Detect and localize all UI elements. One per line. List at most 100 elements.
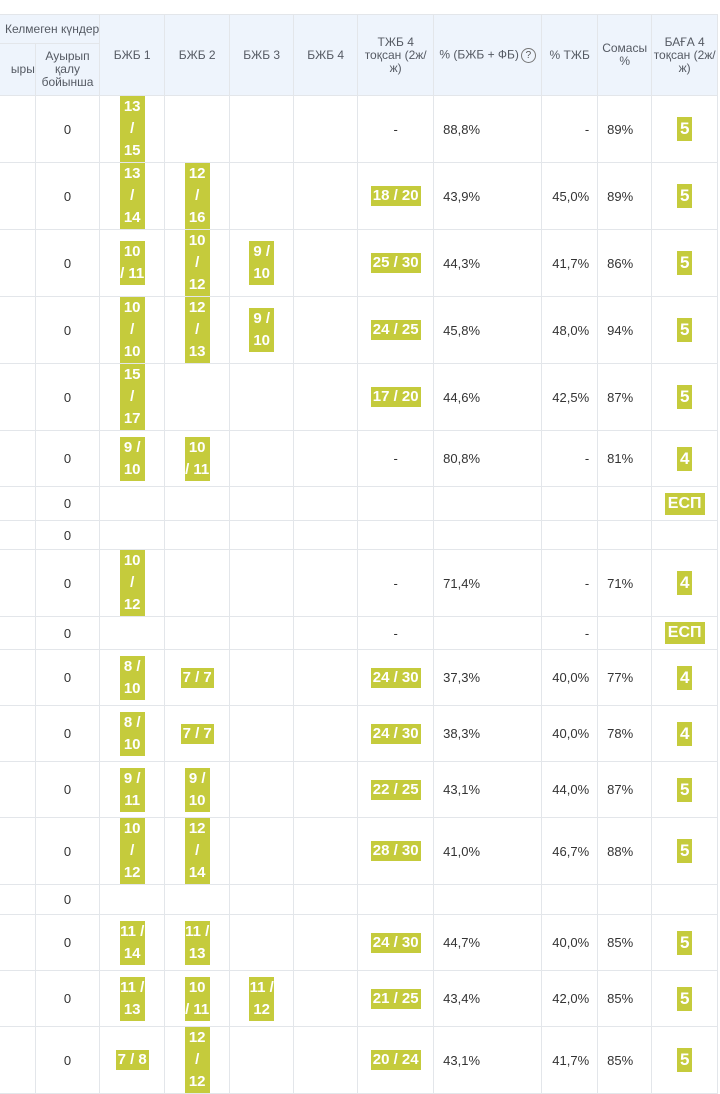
score-badge: 24 / 30 — [370, 932, 421, 953]
cell-pt: 40,0% — [541, 914, 599, 971]
score-badge: 11 / 12 — [249, 976, 275, 1021]
cell-text: - — [393, 121, 398, 137]
score-badge: 11 / 13 — [184, 920, 210, 965]
cell-grade — [651, 520, 719, 550]
grade-badge: 4 — [676, 721, 693, 746]
cell-text: 45,0% — [552, 188, 590, 204]
cell-pf: 43,1% — [433, 1026, 543, 1094]
cell-sum: 85% — [597, 914, 653, 971]
cell-b4 — [293, 970, 359, 1027]
cell-text: 42,0% — [552, 991, 590, 1006]
cell-sum: 77% — [597, 649, 653, 706]
cell-b4 — [293, 884, 359, 915]
cell-b3 — [229, 549, 295, 617]
cell-sick: 0 — [34, 914, 101, 971]
cell-b1: 10 / 11 — [99, 229, 166, 297]
row-reason-cell — [0, 705, 36, 762]
row-reason-cell — [0, 229, 36, 297]
score-badge: 12 / 14 — [184, 818, 210, 884]
score-badge: 21 / 25 — [370, 988, 421, 1009]
cell-b1: 8 / 10 — [99, 705, 166, 762]
grade-badge: ЕСП — [664, 492, 705, 515]
cell-text: - — [584, 451, 590, 466]
cell-b1: 13 / 15 — [99, 95, 166, 163]
cell-text: 40,0% — [552, 726, 590, 741]
table-row: 0 15 / 17 17 / 20 44,6% 42,5% 87% 5 — [0, 363, 719, 431]
table-row: 0 9 / 10 10 / 11 - 80,8% - 81% 4 — [0, 430, 719, 487]
cell-tzhb: 25 / 30 — [357, 229, 435, 297]
col-header-grade: БАҒА 4 тоқсан (2ж/ж) — [651, 14, 719, 96]
score-badge: 9 / 10 — [249, 241, 275, 285]
cell-text: 0 — [63, 625, 72, 641]
cell-pf: 71,4% — [433, 549, 543, 617]
cell-b3 — [229, 430, 295, 487]
cell-text: 41,0% — [443, 843, 481, 859]
cell-text: 44,6% — [443, 389, 481, 405]
score-badge: 28 / 30 — [370, 841, 421, 861]
row-reason-cell — [0, 95, 36, 163]
cell-pf: 37,3% — [433, 649, 543, 706]
cell-b4 — [293, 486, 359, 521]
cell-pt — [541, 884, 599, 915]
cell-text: 0 — [63, 255, 72, 271]
cell-pf — [433, 884, 543, 915]
cell-b2: 12 / 12 — [164, 1026, 231, 1094]
cell-b3 — [229, 914, 295, 971]
cell-pf: 43,9% — [433, 162, 543, 230]
cell-b2 — [164, 549, 231, 617]
cell-b1: 15 / 17 — [99, 363, 166, 431]
cell-tzhb: - — [357, 616, 435, 650]
cell-text: 44,0% — [552, 782, 590, 797]
cell-b4 — [293, 296, 359, 364]
cell-text: - — [584, 121, 590, 137]
cell-tzhb — [357, 486, 435, 521]
cell-text: 85% — [607, 991, 634, 1006]
cell-text: 80,8% — [443, 451, 481, 466]
help-icon[interactable]: ? — [520, 47, 536, 63]
cell-sick: 0 — [34, 616, 101, 650]
row-reason-cell — [0, 162, 36, 230]
grade-badge: 5 — [676, 930, 693, 955]
cell-pf: 43,4% — [433, 970, 543, 1027]
cell-pf: 43,1% — [433, 761, 543, 818]
cell-text: 85% — [607, 935, 634, 950]
cell-tzhb: 24 / 30 — [357, 914, 435, 971]
cell-b3: 9 / 10 — [229, 229, 295, 297]
cell-b4 — [293, 1026, 359, 1094]
cell-pf: 88,8% — [433, 95, 543, 163]
cell-b4 — [293, 162, 359, 230]
score-badge: 9 / 10 — [249, 308, 275, 352]
cell-text: - — [393, 625, 398, 641]
row-reason-cell — [0, 817, 36, 885]
cell-b1: 9 / 11 — [99, 761, 166, 818]
cell-pt — [541, 486, 599, 521]
cell-pf: 44,6% — [433, 363, 543, 431]
cell-b4 — [293, 914, 359, 971]
cell-text: 43,1% — [443, 1052, 481, 1068]
missed-days-group-header: Келмеген күндер — [0, 14, 101, 44]
cell-b3 — [229, 705, 295, 762]
cell-text: 0 — [63, 843, 72, 859]
cell-tzhb: 24 / 25 — [357, 296, 435, 364]
grade-badge: 5 — [676, 251, 693, 275]
grade-badge: 5 — [676, 986, 693, 1011]
cell-pt: 45,0% — [541, 162, 599, 230]
cell-grade: 4 — [651, 549, 719, 617]
score-badge: 10 / 11 — [184, 976, 210, 1021]
col-header-reason: ыры — [0, 43, 36, 96]
cell-sum: 81% — [597, 430, 653, 487]
col-header-bzhb3: БЖБ 3 — [229, 14, 295, 96]
score-badge: 11 / 13 — [119, 976, 145, 1021]
cell-grade: ЕСП — [651, 486, 719, 521]
cell-grade: 5 — [651, 970, 719, 1027]
cell-grade: 5 — [651, 296, 719, 364]
cell-text: 46,7% — [552, 843, 590, 859]
cell-b2: 7 / 7 — [164, 705, 231, 762]
cell-tzhb: - — [357, 430, 435, 487]
cell-text: 0 — [63, 935, 72, 950]
cell-b2 — [164, 616, 231, 650]
cell-b1: 10 / 12 — [99, 817, 166, 885]
table-row: 0 ЕСП — [0, 486, 719, 521]
cell-b2: 12 / 13 — [164, 296, 231, 364]
cell-sum: 89% — [597, 95, 653, 163]
